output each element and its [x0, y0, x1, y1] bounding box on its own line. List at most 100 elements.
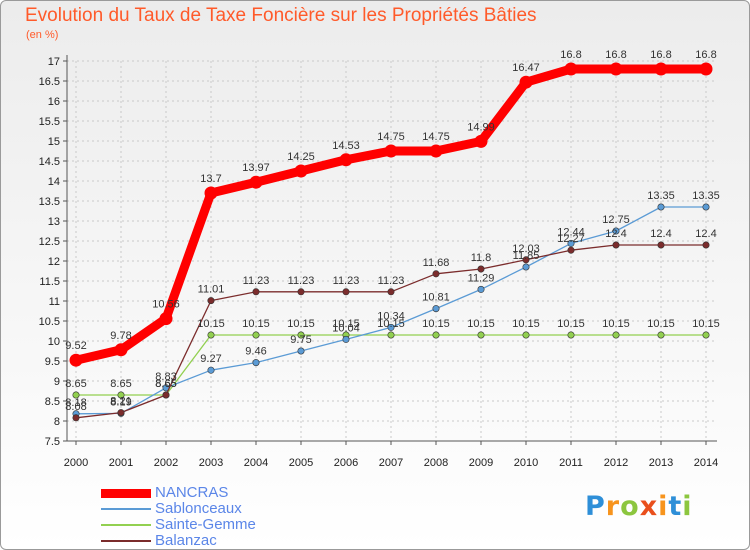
y-tick-label: 15 — [48, 136, 60, 148]
data-point-sainte-gemme — [612, 331, 620, 339]
data-label-balanzac: 11.23 — [378, 275, 405, 287]
data-label-nancras: 14.53 — [332, 140, 360, 152]
y-tick-label: 15.5 — [39, 116, 60, 128]
x-tick-label: 2003 — [199, 457, 223, 469]
y-tick-label: 11 — [49, 296, 60, 308]
data-point-balanzac — [72, 414, 80, 422]
data-point-sainte-gemme — [72, 391, 80, 399]
data-label-nancras: 9.52 — [65, 340, 86, 352]
data-label-sainte-gemme: 10.15 — [422, 318, 450, 330]
data-point-sainte-gemme — [387, 331, 395, 339]
data-label-balanzac: 12.27 — [557, 233, 585, 245]
data-label-nancras: 13.97 — [242, 162, 270, 174]
data-point-sainte-gemme — [567, 331, 575, 339]
data-label-balanzac: 11.23 — [243, 275, 270, 287]
data-point-sainte-gemme — [477, 331, 485, 339]
data-label-sablonceaux: 10.34 — [377, 310, 405, 322]
logo-letter: i — [658, 491, 669, 522]
x-tick-label: 2011 — [559, 457, 583, 469]
data-label-balanzac: 12.4 — [605, 228, 626, 240]
y-tick-label: 13 — [48, 216, 60, 228]
data-label-sainte-gemme: 10.15 — [467, 318, 495, 330]
legend-swatch — [101, 488, 151, 498]
legend-item-nancras: NANCRAS — [101, 484, 321, 501]
data-point-balanzac — [252, 288, 260, 296]
y-tick-label: 16.5 — [39, 76, 60, 88]
data-point-balanzac — [162, 391, 170, 399]
x-tick-label: 2002 — [154, 457, 178, 469]
data-point-sainte-gemme — [252, 331, 260, 339]
logo-letter: o — [620, 491, 640, 522]
data-label-nancras: 14.75 — [422, 131, 450, 143]
data-point-balanzac — [522, 256, 530, 264]
data-label-balanzac: 8.21 — [110, 396, 131, 408]
x-tick-label: 2005 — [289, 457, 313, 469]
series-lines — [69, 62, 713, 422]
x-tick-label: 2000 — [64, 457, 88, 469]
legend-swatch — [101, 540, 151, 542]
legend-label: Balanzac — [155, 532, 217, 549]
data-point-nancras — [429, 144, 443, 158]
data-label-balanzac: 11.23 — [333, 275, 360, 287]
data-point-nancras — [294, 164, 308, 178]
data-point-balanzac — [567, 246, 575, 254]
y-axis-unit-label: (en %) — [26, 29, 59, 41]
data-point-sablonceaux — [567, 239, 575, 247]
data-point-balanzac — [117, 409, 125, 417]
data-label-nancras: 14.75 — [377, 131, 405, 143]
y-tick-label: 7.5 — [45, 436, 60, 448]
data-point-nancras — [654, 62, 668, 76]
data-label-sablonceaux: 9.75 — [290, 334, 311, 346]
data-label-nancras: 14.25 — [287, 151, 315, 163]
data-label-sablonceaux: 9.27 — [200, 353, 221, 365]
logo-letter: P — [585, 491, 606, 522]
x-tick-label: 2014 — [694, 457, 718, 469]
data-label-sainte-gemme: 10.15 — [197, 318, 225, 330]
x-tick-label: 2012 — [604, 457, 628, 469]
data-point-balanzac — [297, 288, 305, 296]
data-point-nancras — [474, 134, 488, 148]
data-label-nancras: 10.56 — [152, 299, 180, 311]
x-tick-label: 2004 — [244, 457, 268, 469]
y-tick-label: 10 — [48, 336, 60, 348]
data-point-sablonceaux — [207, 366, 215, 374]
x-tick-label: 2009 — [469, 457, 493, 469]
data-label-nancras: 16.47 — [512, 62, 540, 74]
data-point-nancras — [249, 175, 263, 189]
data-label-sainte-gemme: 10.15 — [692, 318, 720, 330]
data-label-sainte-gemme: 10.15 — [557, 318, 585, 330]
x-tick-label: 2007 — [379, 457, 403, 469]
data-label-nancras: 16.8 — [695, 49, 716, 61]
data-label-nancras: 14.99 — [467, 121, 495, 133]
data-point-sainte-gemme — [207, 331, 215, 339]
data-label-nancras: 16.8 — [605, 49, 626, 61]
data-point-sainte-gemme — [432, 331, 440, 339]
x-tick-label: 2006 — [334, 457, 358, 469]
x-tick-label: 2001 — [109, 457, 133, 469]
data-point-sablonceaux — [252, 359, 260, 367]
legend-item-sainte-gemme: Sainte-Gemme — [101, 516, 321, 533]
y-tick-label: 13.5 — [39, 196, 60, 208]
data-label-sainte-gemme: 10.15 — [287, 318, 315, 330]
data-label-sainte-gemme: 10.15 — [512, 318, 540, 330]
data-point-nancras — [204, 186, 218, 200]
data-point-nancras — [519, 75, 533, 89]
data-point-sainte-gemme — [522, 331, 530, 339]
legend-item-balanzac: Balanzac — [101, 532, 321, 549]
y-tick-label: 11.5 — [39, 276, 60, 288]
data-point-sablonceaux — [522, 263, 530, 271]
logo-letter: x — [639, 491, 659, 522]
y-tick-label: 12 — [48, 256, 60, 268]
y-tick-label: 17 — [48, 56, 60, 68]
legend-item-sablonceaux: Sablonceaux — [101, 500, 321, 517]
data-point-sablonceaux — [657, 203, 665, 211]
data-point-sablonceaux — [342, 335, 350, 343]
legend-label: Sainte-Gemme — [155, 516, 256, 533]
data-label-balanzac: 12.4 — [650, 228, 671, 240]
x-tick-label: 2013 — [649, 457, 673, 469]
data-label-balanzac: 12.4 — [695, 228, 716, 240]
data-label-sainte-gemme: 10.15 — [647, 318, 675, 330]
data-point-sainte-gemme — [657, 331, 665, 339]
